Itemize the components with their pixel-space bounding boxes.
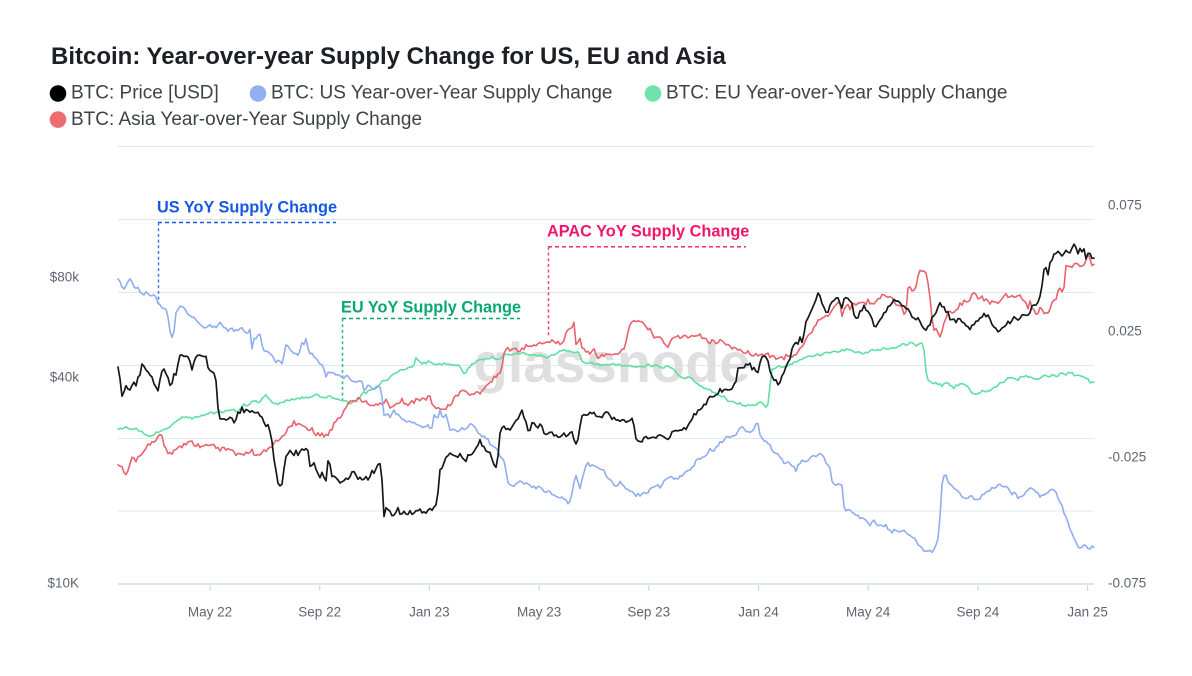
svg-text:$80k: $80k — [50, 270, 80, 285]
svg-text:Sep 23: Sep 23 — [627, 605, 670, 620]
svg-text:0.025: 0.025 — [1108, 324, 1142, 339]
svg-text:-0.025: -0.025 — [1108, 450, 1146, 465]
svg-text:Jan 23: Jan 23 — [409, 605, 450, 620]
svg-text:EU YoY Supply Change: EU YoY Supply Change — [341, 299, 521, 317]
svg-text:Jan 24: Jan 24 — [738, 605, 779, 620]
svg-text:Sep 24: Sep 24 — [957, 605, 1000, 620]
svg-text:APAC YoY Supply Change: APAC YoY Supply Change — [547, 223, 749, 241]
svg-text:BTC: Price [USD]: BTC: Price [USD] — [71, 83, 219, 104]
svg-text:BTC: US Year-over-Year Supply: BTC: US Year-over-Year Supply Change — [271, 83, 613, 104]
svg-text:US YoY Supply Change: US YoY Supply Change — [157, 199, 337, 217]
svg-text:0.075: 0.075 — [1108, 198, 1142, 213]
svg-text:glassnode: glassnode — [474, 331, 751, 394]
svg-text:BTC: Asia Year-over-Year Suppl: BTC: Asia Year-over-Year Supply Change — [71, 109, 422, 130]
svg-text:$10K: $10K — [47, 576, 79, 591]
svg-text:May 22: May 22 — [188, 605, 232, 620]
svg-text:$40k: $40k — [50, 370, 80, 385]
svg-text:May 24: May 24 — [846, 605, 891, 620]
svg-text:Bitcoin: Year-over-year Supply: Bitcoin: Year-over-year Supply Change fo… — [51, 43, 726, 70]
svg-text:Sep 22: Sep 22 — [298, 605, 341, 620]
svg-text:-0.075: -0.075 — [1108, 576, 1146, 591]
svg-text:Jan 25: Jan 25 — [1067, 605, 1108, 620]
svg-text:May 23: May 23 — [517, 605, 561, 620]
svg-text:BTC: EU Year-over-Year Supply: BTC: EU Year-over-Year Supply Change — [666, 83, 1008, 104]
